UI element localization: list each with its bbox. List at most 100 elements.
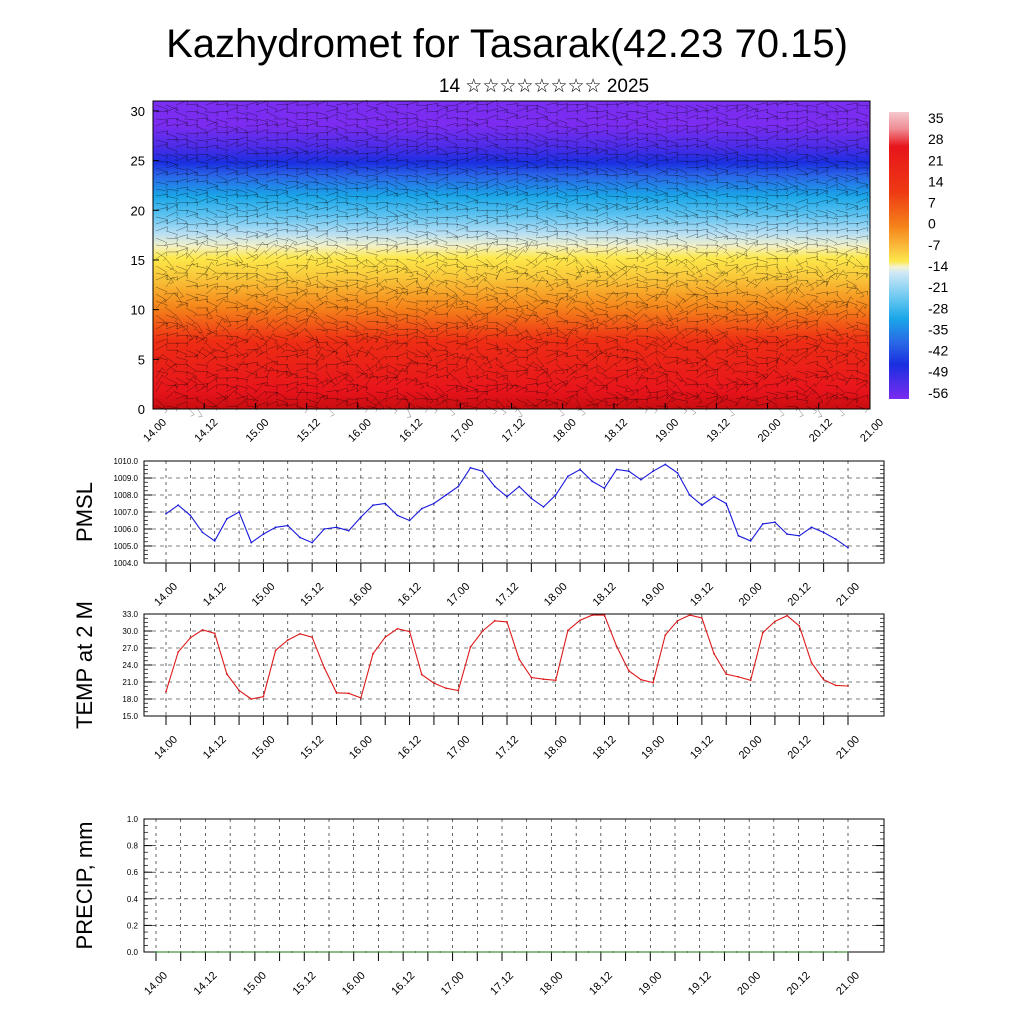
data-point	[579, 619, 581, 622]
data-point	[365, 951, 367, 953]
y-tick-label: 1005.0	[114, 542, 139, 551]
data-point	[359, 516, 362, 518]
x-tick-label: 15.12	[298, 581, 326, 609]
data-point	[253, 951, 256, 953]
x-tick-label: 14.00	[141, 417, 169, 445]
x-tick-label: 17.12	[493, 734, 521, 762]
x-tick-label: 15.00	[250, 734, 278, 762]
data-point	[340, 951, 343, 953]
x-tick-label: 18.12	[591, 581, 619, 609]
data-point	[445, 494, 448, 496]
data-point	[216, 951, 219, 953]
data-point	[749, 540, 752, 542]
data-point	[396, 514, 399, 517]
data-point	[554, 494, 557, 496]
colorbar-label: 0	[928, 216, 936, 232]
colorbar-label: 14	[928, 173, 944, 189]
data-point	[575, 951, 578, 953]
colorbar-label: 7	[928, 195, 936, 211]
y-tick-label: 15	[131, 253, 145, 268]
x-tick-label: 20.12	[785, 581, 813, 609]
data-point	[481, 630, 484, 632]
data-point	[774, 521, 776, 524]
data-point	[772, 951, 775, 953]
data-point	[201, 531, 204, 534]
y-tick-label: 10	[131, 303, 145, 318]
colorbar-label: -28	[928, 300, 948, 316]
data-point	[204, 951, 207, 953]
data-point	[603, 614, 606, 617]
data-point	[525, 951, 528, 953]
data-point	[359, 696, 362, 699]
data-point	[396, 627, 399, 630]
data-point	[624, 951, 627, 953]
data-point	[420, 507, 423, 510]
data-point	[241, 951, 244, 953]
data-point	[352, 951, 355, 953]
data-point	[250, 541, 253, 544]
data-point	[469, 466, 472, 469]
data-point	[445, 687, 448, 690]
data-point	[518, 658, 521, 661]
data-point	[612, 951, 615, 953]
data-point	[798, 534, 801, 537]
data-point	[674, 951, 676, 953]
data-point	[402, 951, 405, 953]
data-point	[725, 673, 728, 675]
data-point	[834, 684, 837, 687]
x-tick-label: 17.00	[444, 581, 472, 609]
x-tick-label: 16.12	[397, 417, 425, 445]
data-point	[177, 504, 180, 507]
x-tick-label: 20.00	[737, 581, 765, 609]
data-point	[530, 676, 533, 679]
data-point	[315, 951, 318, 953]
data-point	[225, 517, 228, 520]
data-point	[192, 951, 194, 953]
data-point	[713, 495, 715, 498]
data-point	[661, 951, 664, 953]
chart-subtitle: 14 ☆☆☆☆☆☆☆☆ 2025	[439, 76, 649, 97]
x-tick-label: 15.00	[241, 970, 269, 998]
x-tick-label: 14.12	[192, 417, 220, 445]
data-point	[439, 951, 442, 953]
data-point	[274, 526, 277, 529]
x-tick-label: 18.00	[538, 970, 566, 998]
data-point	[700, 617, 703, 619]
x-tick-label: 14.12	[201, 734, 229, 762]
x-tick-label: 21.00	[834, 581, 862, 609]
upper-air-heatmap-panel: 0 5 10 15 20 25 30 14.00 14.12 15.00 15.12 16.00 16.…	[131, 99, 886, 445]
data-point	[664, 463, 667, 466]
y-tick-label: 1006.0	[114, 525, 139, 534]
data-point	[303, 951, 306, 953]
x-tick-label: 15.00	[244, 417, 272, 445]
data-point	[469, 645, 472, 648]
plot-frame	[143, 818, 885, 953]
data-point	[637, 951, 639, 953]
data-point	[822, 678, 825, 681]
data-point	[735, 951, 738, 953]
data-point	[286, 524, 289, 527]
data-point	[760, 951, 763, 953]
colorbar-label: -49	[928, 364, 948, 380]
data-point	[834, 538, 837, 541]
data-point	[822, 951, 825, 953]
data-point	[530, 497, 533, 500]
data-point	[426, 951, 429, 953]
data-point	[389, 951, 392, 953]
data-point	[189, 636, 192, 639]
y-tick-label: 15.0	[122, 712, 138, 721]
data-point	[262, 695, 265, 698]
y-axis-title: PMSL	[72, 482, 97, 542]
data-point	[676, 619, 679, 622]
y-tick-label: 20	[131, 203, 145, 218]
x-tick-label: 16.12	[396, 734, 424, 762]
x-tick-label: 19.00	[639, 734, 667, 762]
x-tick-label: 18.00	[542, 734, 570, 762]
y-tick-label: 0	[138, 402, 145, 417]
y-axis-title: PRECIP, mm	[72, 822, 97, 950]
y-tick-label: 0.4	[127, 895, 139, 904]
colorbar-label: 21	[928, 152, 944, 168]
data-point	[347, 692, 350, 695]
data-point	[538, 951, 540, 953]
data-point	[649, 951, 652, 953]
